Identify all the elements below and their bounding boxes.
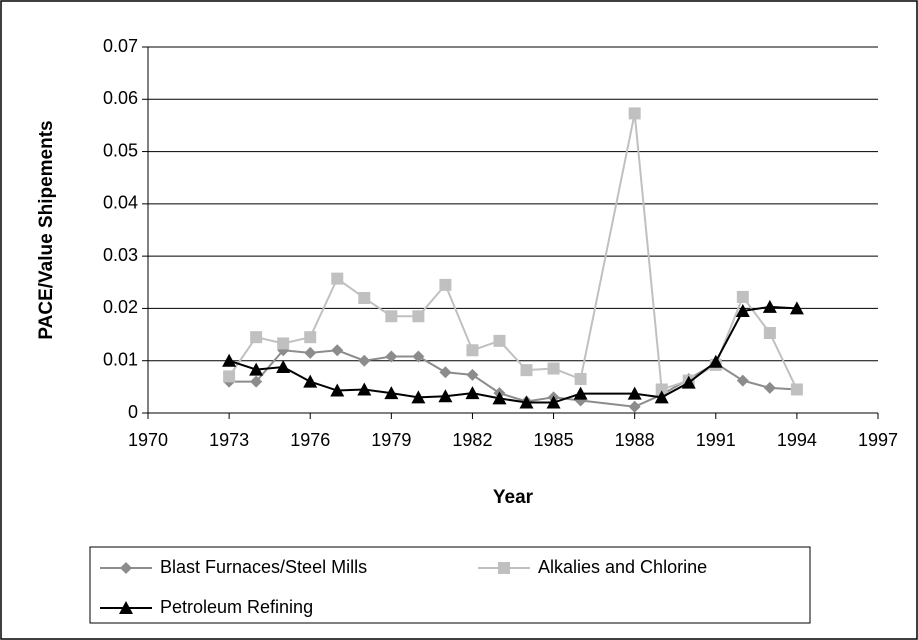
x-tick-label: 1976 xyxy=(290,430,330,450)
marker xyxy=(303,374,318,388)
marker xyxy=(763,327,776,340)
x-tick-label: 1973 xyxy=(209,430,249,450)
marker xyxy=(249,362,264,376)
marker xyxy=(438,389,453,403)
marker xyxy=(439,366,452,379)
y-tick-label: 0.02 xyxy=(103,297,138,317)
marker xyxy=(763,381,776,394)
marker xyxy=(358,291,371,304)
marker xyxy=(466,368,479,381)
y-tick-label: 0.06 xyxy=(103,88,138,108)
marker xyxy=(412,350,425,363)
marker xyxy=(574,373,587,386)
marker xyxy=(498,562,510,574)
marker xyxy=(223,370,236,383)
marker xyxy=(547,362,560,375)
x-tick-label: 1991 xyxy=(696,430,736,450)
x-axis-title: Year xyxy=(493,487,534,508)
marker xyxy=(708,354,723,368)
marker xyxy=(790,383,803,396)
marker xyxy=(627,386,642,400)
x-tick-label: 1982 xyxy=(452,430,492,450)
marker xyxy=(358,354,371,367)
marker xyxy=(357,382,372,396)
legend-label: Alkalies and Chlorine xyxy=(538,557,707,577)
marker xyxy=(736,290,749,303)
y-tick-label: 0.03 xyxy=(103,245,138,265)
y-tick-label: 0.05 xyxy=(103,140,138,160)
marker xyxy=(411,390,426,404)
marker xyxy=(277,337,290,350)
marker xyxy=(304,346,317,359)
marker xyxy=(628,107,641,120)
marker xyxy=(789,301,804,315)
marker xyxy=(681,375,696,389)
marker xyxy=(412,310,425,323)
x-tick-label: 1970 xyxy=(128,430,168,450)
x-tick-label: 1985 xyxy=(534,430,574,450)
marker xyxy=(520,364,533,377)
marker xyxy=(384,386,399,400)
y-tick-label: 0.07 xyxy=(103,36,138,56)
marker xyxy=(654,390,669,404)
marker xyxy=(120,562,132,574)
y-tick-label: 0.01 xyxy=(103,349,138,369)
marker xyxy=(465,386,480,400)
marker xyxy=(330,383,345,397)
marker xyxy=(628,400,641,413)
marker xyxy=(546,395,561,409)
marker xyxy=(250,375,263,388)
marker xyxy=(492,391,507,405)
marker xyxy=(385,350,398,363)
y-axis-title: PACE/Value Shipements xyxy=(36,120,57,339)
y-tick-label: 0.04 xyxy=(103,193,138,213)
marker xyxy=(519,395,534,409)
x-tick-label: 1988 xyxy=(615,430,655,450)
x-tick-label: 1979 xyxy=(371,430,411,450)
marker xyxy=(385,310,398,323)
marker xyxy=(331,272,344,285)
x-tick-label: 1997 xyxy=(858,430,898,450)
legend-box xyxy=(89,546,811,624)
marker xyxy=(466,344,479,357)
marker xyxy=(439,278,452,291)
marker xyxy=(493,334,506,347)
marker xyxy=(276,359,291,373)
marker xyxy=(222,353,237,367)
legend-label: Blast Furnaces/Steel Mills xyxy=(160,557,367,577)
y-tick-label: 0 xyxy=(128,402,138,422)
marker xyxy=(250,331,263,344)
marker xyxy=(735,304,750,318)
marker xyxy=(573,386,588,400)
marker xyxy=(736,374,749,387)
marker xyxy=(119,601,133,614)
marker xyxy=(655,383,668,396)
x-tick-label: 1994 xyxy=(777,430,817,450)
legend-label: Petroleum Refining xyxy=(160,597,313,617)
marker xyxy=(762,299,777,313)
marker xyxy=(304,331,317,344)
marker xyxy=(331,344,344,357)
